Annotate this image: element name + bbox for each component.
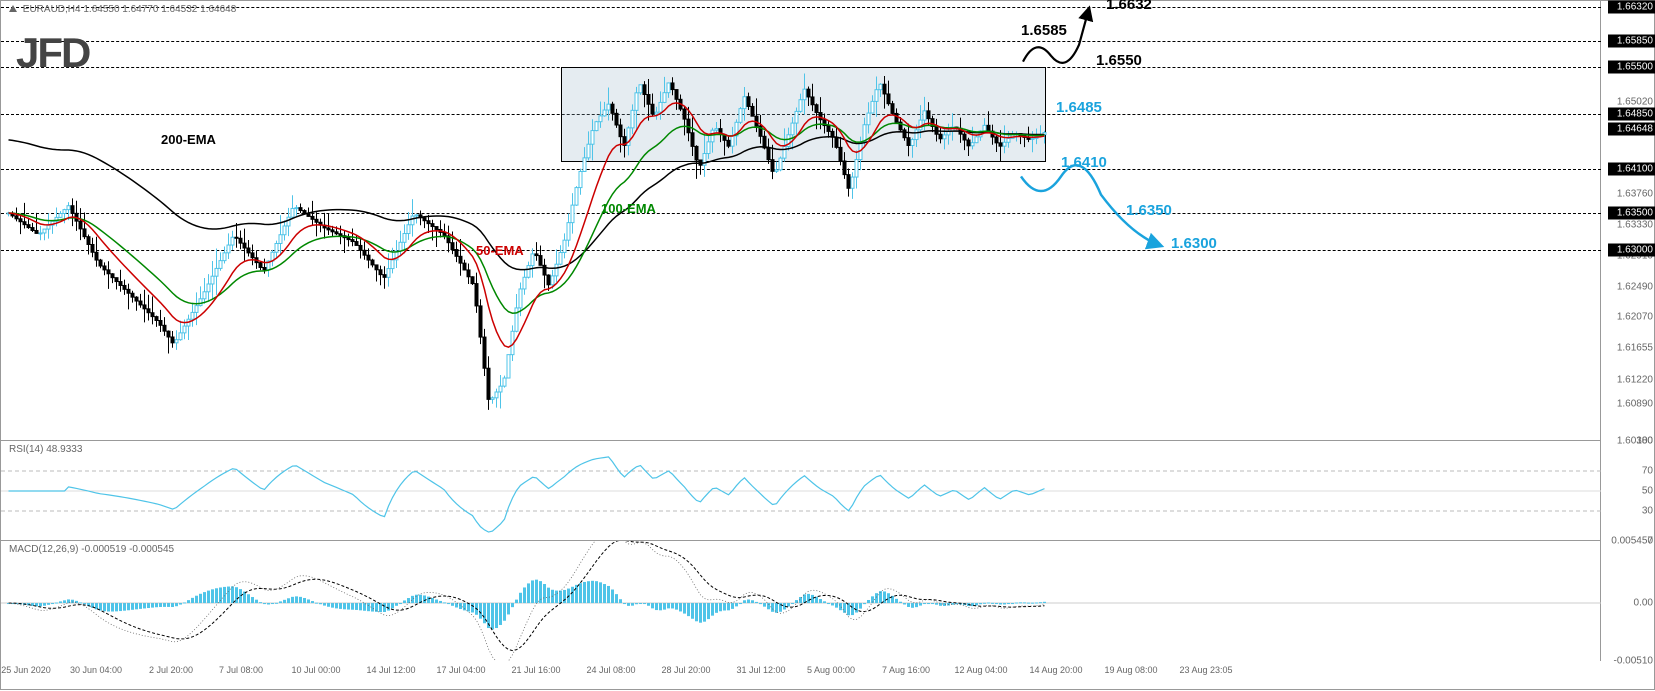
price-tick: 1.63330 <box>1617 220 1653 231</box>
support-resistance-line <box>1 250 1601 251</box>
support-resistance-line <box>1 41 1601 42</box>
price-tick: 1.63760 <box>1617 188 1653 199</box>
time-tick: 12 Aug 04:00 <box>954 665 1007 675</box>
time-tick: 25 Jun 2020 <box>1 665 51 675</box>
projection-label: 1.6550 <box>1096 52 1142 69</box>
rsi-tick: 70 <box>1642 466 1653 477</box>
macd-tick: 0.005457 <box>1611 536 1653 547</box>
time-tick: 21 Jul 16:00 <box>511 665 560 675</box>
price-tag: 1.64100 <box>1608 163 1655 176</box>
projection-label: 1.6410 <box>1061 154 1107 171</box>
support-resistance-line <box>1 213 1601 214</box>
macd-header: MACD(12,26,9) -0.000519 -0.000545 <box>9 544 174 555</box>
price-tag: 1.63000 <box>1608 243 1655 256</box>
time-tick: 23 Aug 23:05 <box>1179 665 1232 675</box>
projection-label: 1.6300 <box>1171 235 1217 252</box>
macd-tick: -0.00510 <box>1614 656 1653 667</box>
price-tick: 1.62490 <box>1617 281 1653 292</box>
price-tick: 1.61220 <box>1617 374 1653 385</box>
rsi-tick: 50 <box>1642 486 1653 497</box>
symbol-text: EURAUD,H4 <box>23 4 81 15</box>
rsi-svg <box>1 441 1601 541</box>
macd-tick: 0.00 <box>1634 598 1653 609</box>
rsi-tick: 100 <box>1636 436 1653 447</box>
time-tick: 5 Aug 00:00 <box>807 665 855 675</box>
macd-svg <box>1 541 1601 661</box>
time-tick: 14 Aug 20:00 <box>1029 665 1082 675</box>
logo: JFD <box>16 29 89 77</box>
chart-container: EURAUD,H4 1.64550 1.64770 1.64532 1.6464… <box>0 0 1655 690</box>
time-tick: 7 Aug 16:00 <box>882 665 930 675</box>
time-tick: 19 Aug 08:00 <box>1104 665 1157 675</box>
ema-label: 200-EMA <box>161 132 216 147</box>
ema-label: 50-EMA <box>476 243 524 258</box>
price-tick: 1.61655 <box>1617 342 1653 353</box>
time-tick: 17 Jul 04:00 <box>436 665 485 675</box>
main-price-panel[interactable]: EURAUD,H4 1.64550 1.64770 1.64532 1.6464… <box>1 1 1601 441</box>
consolidation-zone <box>561 67 1046 162</box>
projection-label: 1.6485 <box>1056 99 1102 116</box>
time-tick: 30 Jun 04:00 <box>70 665 122 675</box>
time-tick: 28 Jul 20:00 <box>661 665 710 675</box>
price-tick: 1.60890 <box>1617 398 1653 409</box>
time-tick: 10 Jul 00:00 <box>291 665 340 675</box>
projection-label: 1.6632 <box>1106 0 1152 13</box>
projection-label: 1.6585 <box>1021 22 1067 39</box>
price-tag: 1.64648 <box>1608 123 1655 136</box>
ohlc-text: 1.64550 1.64770 1.64532 1.64648 <box>83 4 236 15</box>
symbol-header: EURAUD,H4 1.64550 1.64770 1.64532 1.6464… <box>9 4 236 15</box>
time-tick: 14 Jul 12:00 <box>366 665 415 675</box>
time-axis: 25 Jun 2020 30 Jun 04:00 2 Jul 20:00 7 Jul … <box>1 661 1601 691</box>
ema-label: 100-EMA <box>601 201 656 216</box>
price-tick: 1.65020 <box>1617 96 1653 107</box>
price-tag: 1.65850 <box>1608 35 1655 48</box>
price-tag: 1.64850 <box>1608 108 1655 121</box>
price-tag: 1.66320 <box>1608 0 1655 13</box>
time-tick: 31 Jul 12:00 <box>736 665 785 675</box>
support-resistance-line <box>1 7 1601 8</box>
time-tick: 24 Jul 08:00 <box>586 665 635 675</box>
price-tag: 1.63500 <box>1608 206 1655 219</box>
triangle-icon <box>9 5 17 12</box>
rsi-tick: 30 <box>1642 506 1653 517</box>
price-tag: 1.65500 <box>1608 60 1655 73</box>
projection-label: 1.6350 <box>1126 202 1172 219</box>
price-axis: 1.603801.608901.612201.616551.620701.624… <box>1601 1 1655 661</box>
rsi-panel[interactable]: RSI(14) 48.9333 <box>1 441 1601 541</box>
macd-panel[interactable]: MACD(12,26,9) -0.000519 -0.000545 <box>1 541 1601 661</box>
rsi-header: RSI(14) 48.9333 <box>9 444 82 455</box>
support-resistance-line <box>1 169 1601 170</box>
price-tick: 1.62070 <box>1617 312 1653 323</box>
time-tick: 7 Jul 08:00 <box>219 665 263 675</box>
time-tick: 2 Jul 20:00 <box>149 665 193 675</box>
